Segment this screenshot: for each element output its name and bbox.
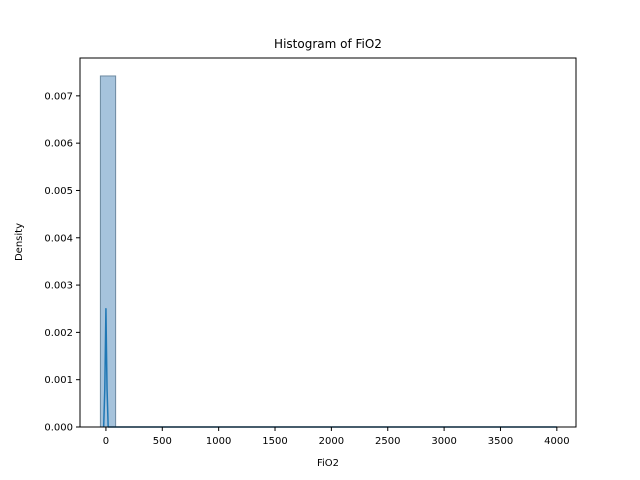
y-tick-label: 0.000	[44, 423, 73, 434]
x-axis-ticks: 0 500 1000 1500 2000 2500 3000 3500 4000	[103, 427, 570, 447]
x-tick-label: 3000	[431, 436, 456, 447]
y-tick-label: 0.005	[44, 186, 73, 197]
y-tick-label: 0.007	[44, 91, 73, 102]
y-axis-label: Density	[14, 223, 25, 261]
chart-title: Histogram of FiO2	[274, 37, 382, 51]
y-tick-label: 0.003	[44, 281, 73, 292]
x-axis-label: FiO2	[317, 458, 339, 469]
histogram-bar	[99, 75, 117, 428]
y-tick-label: 0.001	[44, 375, 73, 386]
x-tick-label: 0	[103, 436, 109, 447]
x-tick-label: 2500	[375, 436, 400, 447]
x-tick-label: 1000	[206, 436, 231, 447]
x-tick-label: 3500	[488, 436, 513, 447]
x-tick-label: 500	[153, 436, 172, 447]
x-tick-label: 1500	[262, 436, 287, 447]
y-axis-ticks: 0.000 0.001 0.002 0.003 0.004 0.005 0.006 0.007	[44, 91, 80, 434]
axes-frame	[79, 57, 577, 428]
y-tick-label: 0.002	[44, 328, 73, 339]
y-tick-label: 0.004	[44, 233, 73, 244]
y-tick-label: 0.006	[44, 139, 73, 150]
x-tick-label: 4000	[544, 436, 569, 447]
x-tick-label: 2000	[319, 436, 344, 447]
